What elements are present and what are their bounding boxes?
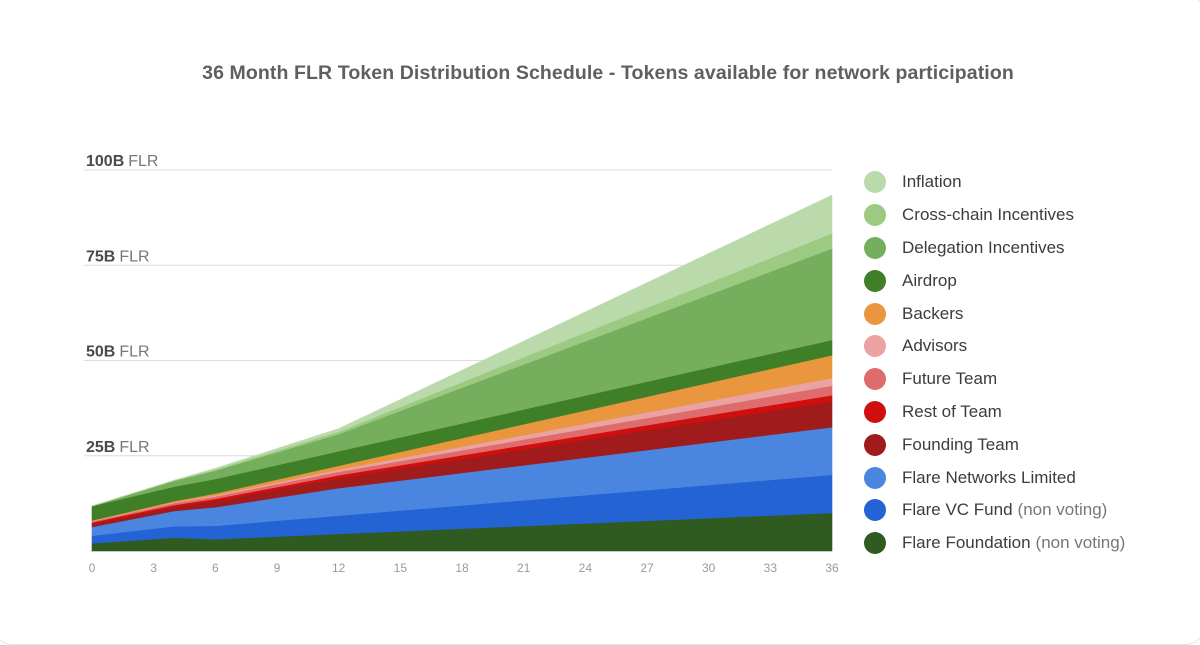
y-tick-label: 100B FLR	[86, 153, 158, 170]
x-tick-label: 36	[825, 561, 839, 575]
legend-label: Airdrop	[902, 270, 957, 290]
legend-item-cross-chain-incentives: Cross-chain Incentives	[864, 199, 1184, 232]
y-tick-label: 75B FLR	[86, 248, 150, 265]
legend-label: Cross-chain Incentives	[902, 205, 1074, 225]
y-tick-label: 25B FLR	[86, 439, 150, 456]
legend-item-flare-vc-fund: Flare VC Fund (non voting)	[864, 494, 1184, 527]
x-tick-label: 30	[702, 561, 716, 575]
y-tick-label: 50B FLR	[86, 344, 150, 361]
legend-item-future-team: Future Team	[864, 363, 1184, 396]
legend-swatch	[864, 302, 886, 325]
legend-item-inflation: Inflation	[864, 166, 1184, 199]
legend-label: Founding Team	[902, 434, 1019, 454]
legend-swatch	[864, 368, 886, 391]
legend-swatch	[864, 400, 886, 423]
legend-item-backers: Backers	[864, 297, 1184, 330]
legend-label: Advisors	[902, 336, 968, 356]
legend-swatch	[864, 466, 886, 489]
area-inflation	[91, 194, 833, 507]
legend-label: Flare Foundation	[902, 533, 1031, 553]
legend-note: (non voting)	[1035, 533, 1126, 553]
legend-note: (non voting)	[1017, 500, 1108, 520]
legend-swatch	[864, 236, 886, 259]
legend-swatch	[864, 335, 886, 358]
x-tick-label: 18	[455, 561, 469, 575]
legend-item-advisors: Advisors	[864, 330, 1184, 363]
legend-swatch	[864, 499, 886, 522]
legend-item-flare-foundation: Flare Foundation (non voting)	[864, 527, 1184, 560]
legend-item-rest-of-team: Rest of Team	[864, 396, 1184, 429]
area-layer	[91, 194, 833, 552]
legend-swatch	[864, 269, 886, 292]
legend-label: Flare Networks Limited	[902, 467, 1076, 487]
legend-item-flare-networks-limited: Flare Networks Limited	[864, 461, 1184, 494]
legend-label: Inflation	[902, 172, 962, 192]
legend-label: Delegation Incentives	[902, 237, 1065, 257]
x-tick-label: 9	[274, 561, 281, 575]
x-tick-label: 33	[764, 561, 778, 575]
legend-label: Backers	[902, 303, 964, 323]
chart-title: 36 Month FLR Token Distribution Schedule…	[202, 62, 1014, 84]
legend-item-founding-team: Founding Team	[864, 428, 1184, 461]
legend-swatch	[864, 171, 886, 194]
legend-label: Flare VC Fund	[902, 500, 1013, 520]
x-tick-label: 3	[150, 561, 157, 575]
legend-item-delegation-incentives: Delegation Incentives	[864, 232, 1184, 265]
legend-item-airdrop: Airdrop	[864, 264, 1184, 297]
x-tick-label: 24	[579, 561, 593, 575]
x-tick-label: 15	[394, 561, 408, 575]
legend-label: Future Team	[902, 369, 998, 389]
chart-legend: Inflation Cross-chain Incentives Delegatio…	[864, 166, 1184, 560]
x-tick-label: 0	[89, 561, 96, 575]
legend-swatch	[864, 532, 886, 555]
x-tick-label: 12	[332, 561, 346, 575]
x-tick-label: 6	[212, 561, 219, 575]
x-tick-label: 27	[640, 561, 654, 575]
x-tick-label: 21	[517, 561, 531, 575]
legend-label: Rest of Team	[902, 401, 1002, 421]
legend-swatch	[864, 204, 886, 227]
legend-swatch	[864, 433, 886, 456]
